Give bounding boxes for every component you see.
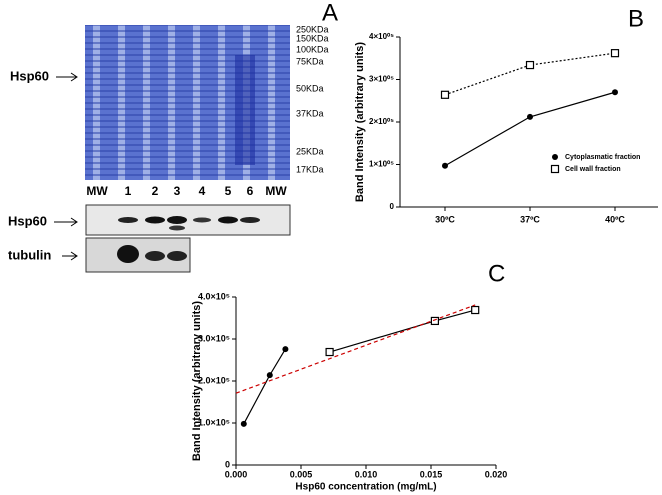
- data-point: [527, 113, 533, 120]
- marker-label: 250KDa: [296, 24, 329, 34]
- series-line: [243, 348, 286, 425]
- data-point: [610, 49, 620, 58]
- arrow-head: [70, 217, 78, 227]
- blot-label: tubulin: [8, 247, 51, 262]
- x-tick-label: 0.015: [420, 469, 443, 479]
- legend-marker: [550, 164, 560, 174]
- panel-label: B: [628, 5, 644, 32]
- panel-label: C: [488, 260, 505, 287]
- blot-label: Hsp60: [8, 213, 47, 228]
- legend-marker: [552, 154, 558, 160]
- data-point: [282, 346, 289, 353]
- marker-label: 100KDa: [296, 44, 329, 54]
- lane-label: 4: [199, 184, 206, 198]
- lane-label: MW: [86, 184, 108, 198]
- x-axis-label: Hsp60 concentration (mg/mL): [295, 482, 436, 493]
- x-tick-label: 0.020: [485, 469, 508, 479]
- data-point: [471, 305, 480, 315]
- y-tick-label: 1.0×10⁵: [198, 417, 230, 427]
- y-tick-label: 3.0×10⁵: [198, 333, 230, 343]
- marker-label: 25KDa: [296, 146, 324, 156]
- lane-label: MW: [265, 184, 287, 198]
- x-tick-label: 30ºC: [435, 214, 455, 224]
- y-axis-label: Band Intensity (arbitrary units): [354, 42, 366, 202]
- x-tick-label: 0.000: [225, 469, 248, 479]
- y-tick-label: 4.0×10⁵: [198, 291, 230, 301]
- series-line: [444, 52, 616, 96]
- lane-label: 1: [125, 184, 132, 198]
- panel-label: A: [322, 0, 338, 26]
- data-point: [612, 89, 618, 96]
- y-tick-label: 2×10⁰⁵: [369, 117, 394, 126]
- data-point: [325, 347, 334, 357]
- lane-label: 6: [247, 184, 254, 198]
- data-point: [240, 420, 247, 427]
- data-point: [266, 372, 273, 379]
- blot: [85, 204, 291, 273]
- lane-label: 5: [225, 184, 232, 198]
- series-line: [329, 309, 476, 353]
- arrow-head: [70, 251, 78, 261]
- marker-label: 75KDa: [296, 56, 324, 66]
- x-tick-label: 0.010: [355, 469, 378, 479]
- data-point: [525, 60, 535, 70]
- data-point: [440, 90, 450, 99]
- arrow-head: [70, 72, 78, 82]
- y-tick-label: 4×10⁰⁵: [369, 32, 394, 41]
- y-axis-label: Band Intensity (arbitrary units): [191, 301, 203, 461]
- data-point: [430, 316, 439, 326]
- marker-label: 37KDa: [296, 108, 324, 118]
- protein-label: Hsp60: [10, 68, 49, 83]
- y-tick-label: 1×10⁰⁵: [369, 160, 394, 169]
- marker-label: 50KDa: [296, 83, 324, 93]
- y-tick-label: 0: [390, 202, 395, 211]
- gel: [85, 25, 290, 180]
- marker-label: 150KDa: [296, 33, 329, 43]
- x-tick-label: 37ºC: [520, 214, 540, 224]
- legend-label: Cell wall fraction: [565, 166, 621, 173]
- marker-label: 17KDa: [296, 164, 324, 174]
- x-tick-label: 0.005: [290, 469, 313, 479]
- lane-label: 2: [152, 184, 159, 198]
- y-tick-label: 2.0×10⁵: [198, 375, 230, 385]
- y-tick-label: 0: [225, 459, 230, 469]
- series-line: [235, 304, 476, 394]
- legend-label: Cytoplasmatic fraction: [565, 154, 640, 161]
- y-tick-label: 3×10⁰⁵: [369, 75, 394, 84]
- x-tick-label: 40ºC: [605, 214, 625, 224]
- data-point: [442, 162, 448, 169]
- lane-label: 3: [174, 184, 181, 198]
